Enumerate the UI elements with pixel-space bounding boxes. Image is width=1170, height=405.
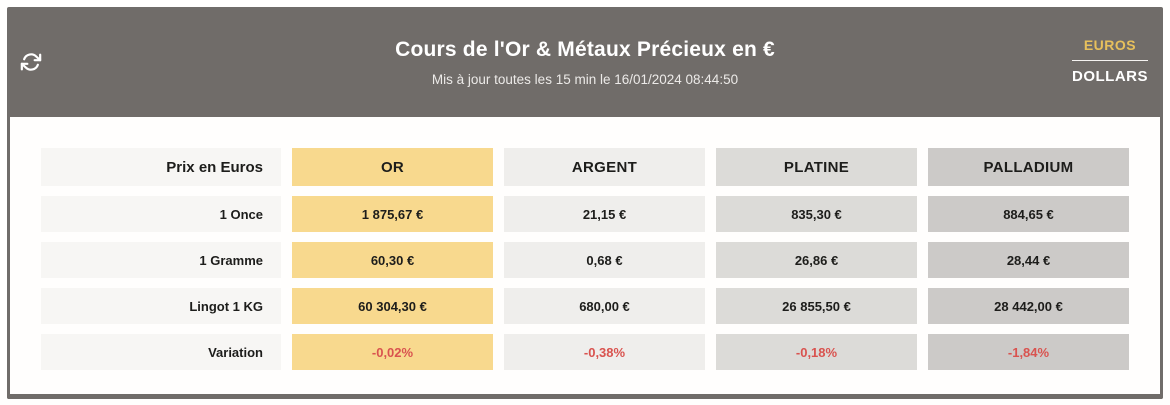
refresh-icon[interactable] [20,51,42,73]
price-table: Prix en Euros OR ARGENT PLATINE PALLADIU… [41,148,1129,370]
currency-option-euros[interactable]: EUROS [1083,37,1137,53]
variation-argent: -0,38% [504,334,705,370]
column-header-argent: ARGENT [504,148,705,186]
currency-toggle: EUROS DOLLARS [1072,37,1148,85]
price-gramme-platine: 26,86 € [716,242,917,278]
row-label-lingot: Lingot 1 KG [41,288,281,324]
price-once-palladium: 884,65 € [928,196,1129,232]
variation-palladium: -1,84% [928,334,1129,370]
price-lingot-or: 60 304,30 € [292,288,493,324]
variation-or: -0,02% [292,334,493,370]
table-corner-label: Prix en Euros [41,148,281,186]
gold-price-widget: Cours de l'Or & Métaux Précieux en € Mis… [7,7,1163,399]
price-gramme-palladium: 28,44 € [928,242,1129,278]
row-label-gramme: 1 Gramme [41,242,281,278]
price-lingot-argent: 680,00 € [504,288,705,324]
widget-header: Cours de l'Or & Métaux Précieux en € Mis… [7,7,1163,117]
column-header-palladium: PALLADIUM [928,148,1129,186]
price-gramme-argent: 0,68 € [504,242,705,278]
price-gramme-or: 60,30 € [292,242,493,278]
currency-toggle-divider [1072,60,1148,61]
update-timestamp: Mis à jour toutes les 15 min le 16/01/20… [431,71,739,87]
price-table-body: Prix en Euros OR ARGENT PLATINE PALLADIU… [7,117,1163,399]
column-header-platine: PLATINE [716,148,917,186]
price-once-argent: 21,15 € [504,196,705,232]
price-lingot-palladium: 28 442,00 € [928,288,1129,324]
price-once-or: 1 875,67 € [292,196,493,232]
price-lingot-platine: 26 855,50 € [716,288,917,324]
price-once-platine: 835,30 € [716,196,917,232]
currency-option-dollars[interactable]: DOLLARS [1072,68,1148,85]
row-label-variation: Variation [41,334,281,370]
page-title: Cours de l'Or & Métaux Précieux en € [395,37,775,61]
column-header-or: OR [292,148,493,186]
variation-platine: -0,18% [716,334,917,370]
row-label-once: 1 Once [41,196,281,232]
